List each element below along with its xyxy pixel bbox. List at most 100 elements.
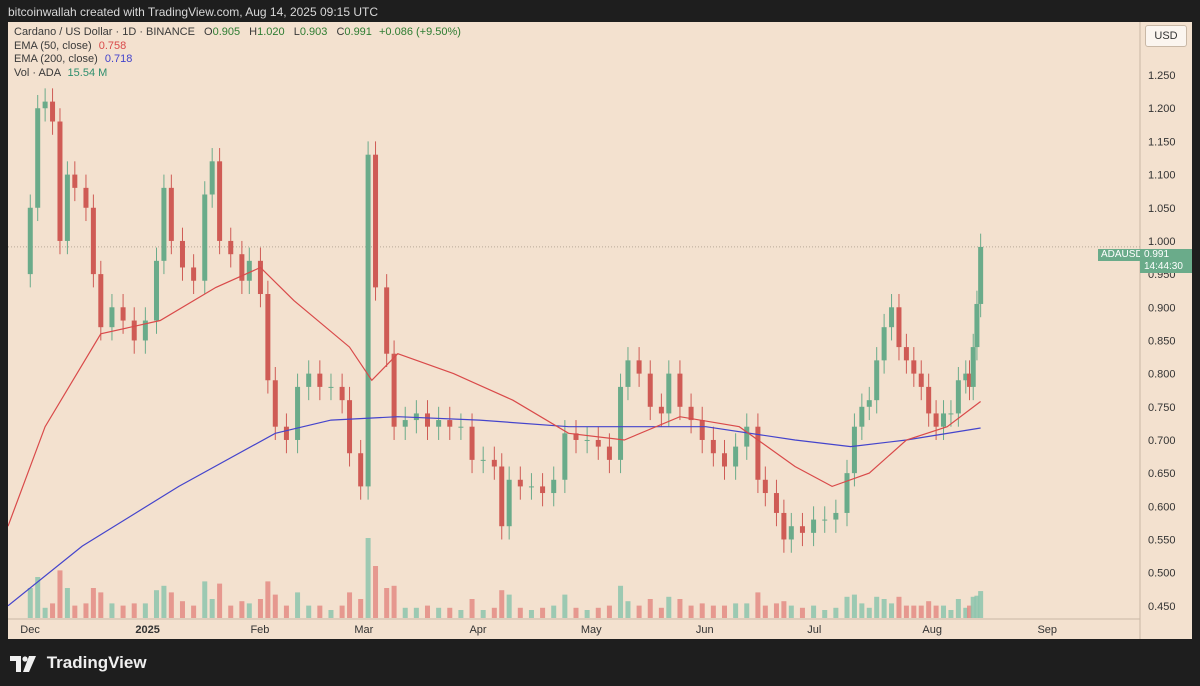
- candle-body: [391, 353, 397, 427]
- ohlc-open: 0.905: [212, 26, 241, 38]
- volume-bar: [179, 601, 185, 618]
- candle-body: [27, 207, 33, 275]
- candle-body: [217, 161, 223, 241]
- candle-body: [339, 386, 345, 401]
- volume-bar: [469, 599, 475, 618]
- volume-bar: [347, 592, 353, 618]
- y-tick-label: 1.250: [1148, 70, 1176, 82]
- candle-body: [306, 373, 312, 387]
- volume-bar: [666, 596, 672, 618]
- candle-body: [358, 453, 364, 487]
- candle-body: [788, 526, 794, 540]
- chart-panel[interactable]: 1.3001.2501.2001.1501.1001.0501.0000.950…: [8, 22, 1192, 639]
- volume-bar: [799, 607, 805, 618]
- candle-body: [963, 373, 969, 381]
- volume-bar: [295, 592, 301, 618]
- volume-bar: [911, 605, 917, 618]
- candle-body: [347, 400, 353, 454]
- candle-body: [458, 426, 464, 428]
- volume-bar: [595, 607, 601, 618]
- volume-bar: [257, 599, 263, 618]
- candle-body: [98, 274, 104, 328]
- candle-body: [822, 519, 828, 521]
- volume-bar: [365, 538, 371, 618]
- ema50-row[interactable]: EMA (50, close) 0.758: [14, 40, 461, 54]
- candle-body: [967, 373, 973, 387]
- x-tick-label: Jul: [807, 624, 821, 636]
- candle-body: [384, 287, 390, 354]
- volume-bar: [447, 607, 453, 618]
- candle-body: [699, 420, 705, 440]
- ema50-line: [8, 266, 981, 527]
- candle-body: [246, 260, 252, 281]
- volume-bar: [833, 607, 839, 618]
- candle-body: [710, 439, 716, 454]
- x-tick-label: 2025: [135, 624, 159, 636]
- volume-bar: [306, 605, 312, 618]
- volume-bar: [109, 603, 115, 618]
- candle-body: [469, 426, 475, 460]
- volume-bar: [358, 599, 364, 618]
- volume-bar: [933, 605, 939, 618]
- volume-bar: [963, 607, 969, 618]
- volume-bar: [889, 603, 895, 618]
- ema50-value: 0.758: [98, 39, 127, 52]
- candle-body: [42, 101, 48, 109]
- symbol-row: Cardano / US Dollar · 1D · BINANCE O0.90…: [14, 26, 461, 40]
- volume-bar: [788, 605, 794, 618]
- candle-body: [265, 294, 271, 381]
- y-tick-label: 0.650: [1148, 468, 1176, 480]
- candle-body: [109, 307, 115, 328]
- ema200-line: [8, 416, 981, 607]
- candle-body: [35, 108, 41, 208]
- volume-bar: [131, 603, 137, 618]
- currency-selector[interactable]: USD: [1145, 25, 1187, 47]
- candle-body: [317, 373, 323, 387]
- candle-body: [811, 519, 817, 533]
- volume-bar: [744, 603, 750, 618]
- volume-bar: [755, 592, 761, 618]
- candle-body: [153, 260, 159, 321]
- candle-body: [762, 479, 768, 494]
- candle-body: [618, 386, 624, 460]
- candle-body: [365, 154, 371, 487]
- volume-bar: [265, 581, 271, 618]
- brand[interactable]: TradingView: [10, 653, 147, 673]
- price-tag-symbol: ADAUSD: [1098, 249, 1146, 261]
- volume-bar: [413, 607, 419, 618]
- candle-body: [57, 121, 63, 241]
- candle-body: [272, 380, 278, 427]
- volume-bar: [551, 605, 557, 618]
- candle-body: [373, 154, 379, 288]
- candle-body: [833, 512, 839, 520]
- ema200-row[interactable]: EMA (200, close) 0.718: [14, 53, 461, 67]
- volume-bar: [506, 594, 512, 618]
- candle-body: [562, 433, 568, 480]
- y-tick-label: 0.900: [1148, 302, 1176, 314]
- y-tick-label: 1.150: [1148, 136, 1176, 148]
- symbol-title: Cardano / US Dollar · 1D · BINANCE: [14, 26, 195, 38]
- volume-bar: [948, 610, 954, 618]
- candle-body: [933, 413, 939, 427]
- y-tick-label: 1.200: [1148, 103, 1176, 115]
- candle-body: [647, 373, 653, 407]
- candle-body: [239, 254, 245, 281]
- candle-body: [191, 267, 197, 281]
- ohlc-low-label: L: [293, 26, 300, 38]
- price-chart[interactable]: 1.3001.2501.2001.1501.1001.0501.0000.950…: [8, 22, 1192, 639]
- candle-body: [50, 101, 56, 122]
- ema50-label: EMA (50, close): [14, 39, 92, 52]
- candle-body: [168, 187, 174, 241]
- footer-bar: TradingView: [0, 639, 1200, 686]
- volume-bar: [161, 585, 167, 618]
- volume-bar: [27, 588, 33, 618]
- x-tick-label: Apr: [469, 624, 486, 636]
- candle-body: [283, 426, 289, 440]
- attribution-text: bitcoinwallah created with TradingView.c…: [8, 5, 378, 19]
- x-tick-label: Jun: [696, 624, 714, 636]
- ohlc-close-label: C: [336, 26, 345, 38]
- volume-label: Vol · ADA: [14, 66, 61, 79]
- volume-bar: [373, 566, 379, 618]
- candle-body: [911, 360, 917, 374]
- volume-row[interactable]: Vol · ADA 15.54 M: [14, 67, 461, 81]
